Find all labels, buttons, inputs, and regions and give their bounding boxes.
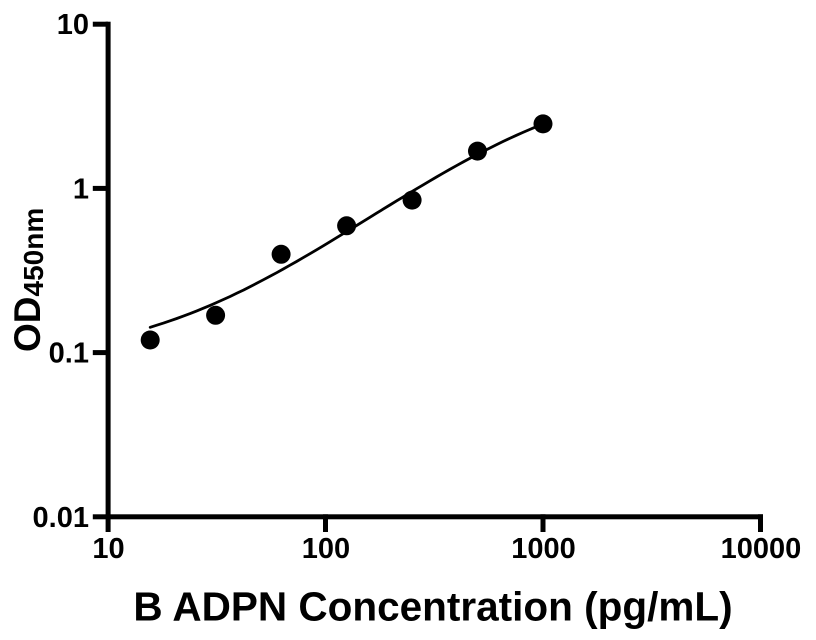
svg-text:1000: 1000 [511, 533, 576, 565]
svg-text:B ADPN Concentration (pg/mL): B ADPN Concentration (pg/mL) [133, 584, 732, 630]
svg-text:10: 10 [92, 533, 124, 565]
svg-text:10: 10 [57, 9, 89, 41]
svg-text:1: 1 [73, 173, 89, 205]
svg-text:0.1: 0.1 [49, 338, 89, 370]
svg-text:10000: 10000 [721, 533, 802, 565]
svg-text:0.01: 0.01 [33, 502, 89, 534]
svg-text:100: 100 [302, 533, 350, 565]
